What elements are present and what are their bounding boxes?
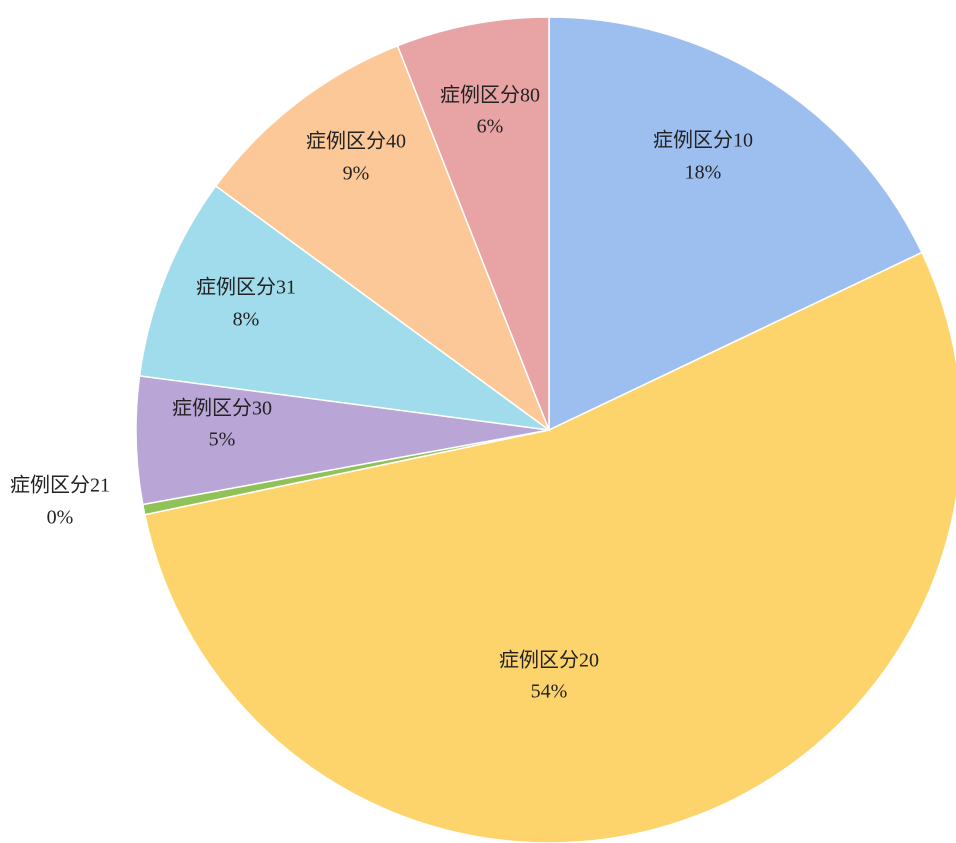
slice-label: 症例区分31 <box>196 276 296 299</box>
slice-label: 症例区分10 <box>653 129 753 152</box>
slice-value-label: 8% <box>233 309 260 331</box>
slice-label: 症例区分40 <box>306 130 406 153</box>
pie-slice <box>548 16 923 432</box>
slice-value-label: 9% <box>343 163 370 185</box>
slice-label: 症例区分30 <box>172 397 272 420</box>
slice-label: 症例区分20 <box>499 649 599 672</box>
pie-slice <box>143 251 956 843</box>
pie-slice <box>138 184 550 431</box>
slice-label: 症例区分80 <box>440 84 540 107</box>
slice-value-label: 0% <box>47 507 74 529</box>
slice-label: 症例区分21 <box>10 474 110 497</box>
slice-value-label: 18% <box>685 162 722 184</box>
pie-slice <box>396 16 550 431</box>
slice-value-label: 54% <box>531 681 568 703</box>
slice-value-label: 5% <box>209 429 236 451</box>
pie-slice <box>214 44 551 433</box>
slice-value-label: 6% <box>477 116 504 138</box>
